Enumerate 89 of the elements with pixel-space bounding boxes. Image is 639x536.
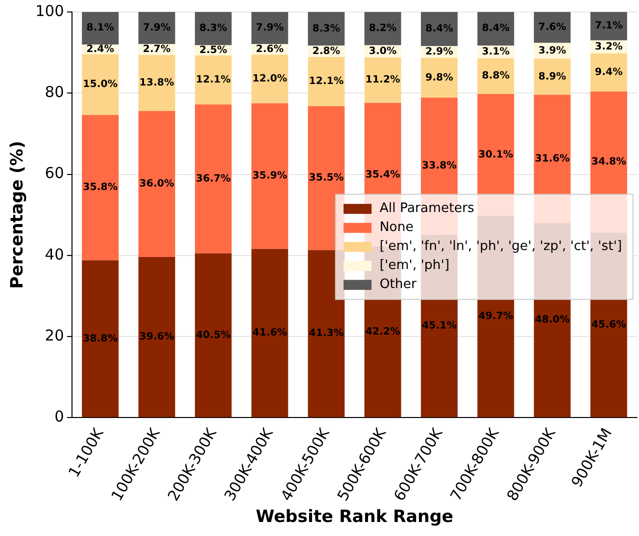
data-label: 7.9% xyxy=(256,22,284,34)
bar xyxy=(364,57,402,103)
data-label: 2.7% xyxy=(142,44,171,56)
y-tick-label: 0 xyxy=(54,408,64,426)
data-label: 35.4% xyxy=(365,169,400,180)
bar xyxy=(420,58,458,98)
bar xyxy=(138,12,176,44)
bar xyxy=(138,55,176,111)
data-label: 9.8% xyxy=(425,72,454,84)
data-label: 2.6% xyxy=(256,44,284,55)
legend-label: ['em', 'fn', 'ln', 'ph', 'ge', 'zp', 'ct', 'st'] xyxy=(380,239,622,254)
bar xyxy=(251,248,288,418)
bar xyxy=(534,12,571,43)
bar xyxy=(82,260,119,418)
y-tick-label: 40 xyxy=(44,245,64,264)
bar xyxy=(82,115,119,260)
data-label: 36.0% xyxy=(139,178,174,190)
data-label: 8.9% xyxy=(538,71,566,82)
data-label: 35.5% xyxy=(308,172,344,184)
data-label: 39.6% xyxy=(139,332,174,343)
data-label: 30.1% xyxy=(478,150,514,161)
legend-label: ['em', 'ph'] xyxy=(380,258,450,274)
bar xyxy=(364,12,402,46)
data-label: 3.2% xyxy=(594,41,623,52)
data-label: 3.0% xyxy=(368,46,397,57)
data-label: 8.3% xyxy=(312,23,340,34)
data-label: 34.8% xyxy=(591,156,626,168)
data-label: 35.9% xyxy=(252,170,288,182)
data-label: 8.1% xyxy=(86,22,114,34)
data-label: 12.1% xyxy=(308,76,344,88)
data-label: 45.6% xyxy=(591,320,626,331)
bar xyxy=(590,12,628,40)
bar xyxy=(251,103,288,249)
data-label: 15.0% xyxy=(82,79,118,90)
legend-label: None xyxy=(380,220,414,236)
data-label: 3.1% xyxy=(482,46,510,58)
data-label: 7.6% xyxy=(538,22,566,34)
data-label: 11.2% xyxy=(365,74,400,86)
data-label: 49.7% xyxy=(478,311,514,322)
data-label: 36.7% xyxy=(196,174,231,185)
data-label: 33.8% xyxy=(422,160,457,172)
x-axis-title: Website Rank Range xyxy=(256,507,454,528)
bar xyxy=(138,110,176,258)
bar xyxy=(590,53,628,92)
y-tick-label: 20 xyxy=(44,326,64,344)
y-tick-label: 80 xyxy=(44,83,64,102)
data-label: 2.9% xyxy=(425,46,454,58)
data-label: 45.1% xyxy=(422,320,457,332)
bar xyxy=(251,54,288,104)
bar xyxy=(194,55,232,104)
data-label: 8.4% xyxy=(482,23,510,34)
data-label: 2.8% xyxy=(312,46,340,57)
data-label: 38.8% xyxy=(82,333,118,344)
bar xyxy=(82,54,119,116)
data-label: 9.4% xyxy=(594,67,623,78)
legend-label: Other xyxy=(380,277,418,292)
data-label: 7.1% xyxy=(594,20,623,32)
data-label: 31.6% xyxy=(534,153,570,164)
bar xyxy=(477,58,514,94)
data-label: 41.6% xyxy=(252,328,288,339)
bar xyxy=(308,57,345,106)
data-label: 41.3% xyxy=(308,328,344,340)
y-tick-label: 60 xyxy=(44,164,64,182)
bar xyxy=(194,253,232,418)
data-label: 8.8% xyxy=(482,70,510,82)
bar xyxy=(251,12,288,44)
data-label: 3.9% xyxy=(538,45,566,56)
data-label: 7.9% xyxy=(142,22,171,34)
bar xyxy=(138,257,176,418)
bar xyxy=(82,12,119,44)
data-label: 12.0% xyxy=(252,74,288,85)
data-label: 2.5% xyxy=(199,44,228,56)
bar xyxy=(194,104,232,254)
data-label: 8.3% xyxy=(199,23,228,34)
data-label: 48.0% xyxy=(534,314,570,326)
data-label: 8.4% xyxy=(425,24,454,35)
bar xyxy=(420,12,458,46)
data-label: 42.2% xyxy=(365,326,400,338)
data-label: 35.8% xyxy=(82,182,118,194)
bar xyxy=(534,58,571,95)
data-label: 13.8% xyxy=(139,78,174,89)
y-axis-title: Percentage (%) xyxy=(8,140,28,289)
data-label: 2.4% xyxy=(86,44,114,55)
data-label: 8.2% xyxy=(368,23,397,34)
bar xyxy=(194,12,232,46)
y-tick-label: 100 xyxy=(35,2,64,20)
data-label: 12.1% xyxy=(196,74,231,86)
legend-label: All Parameters xyxy=(380,201,474,216)
data-label: 40.5% xyxy=(196,330,231,341)
